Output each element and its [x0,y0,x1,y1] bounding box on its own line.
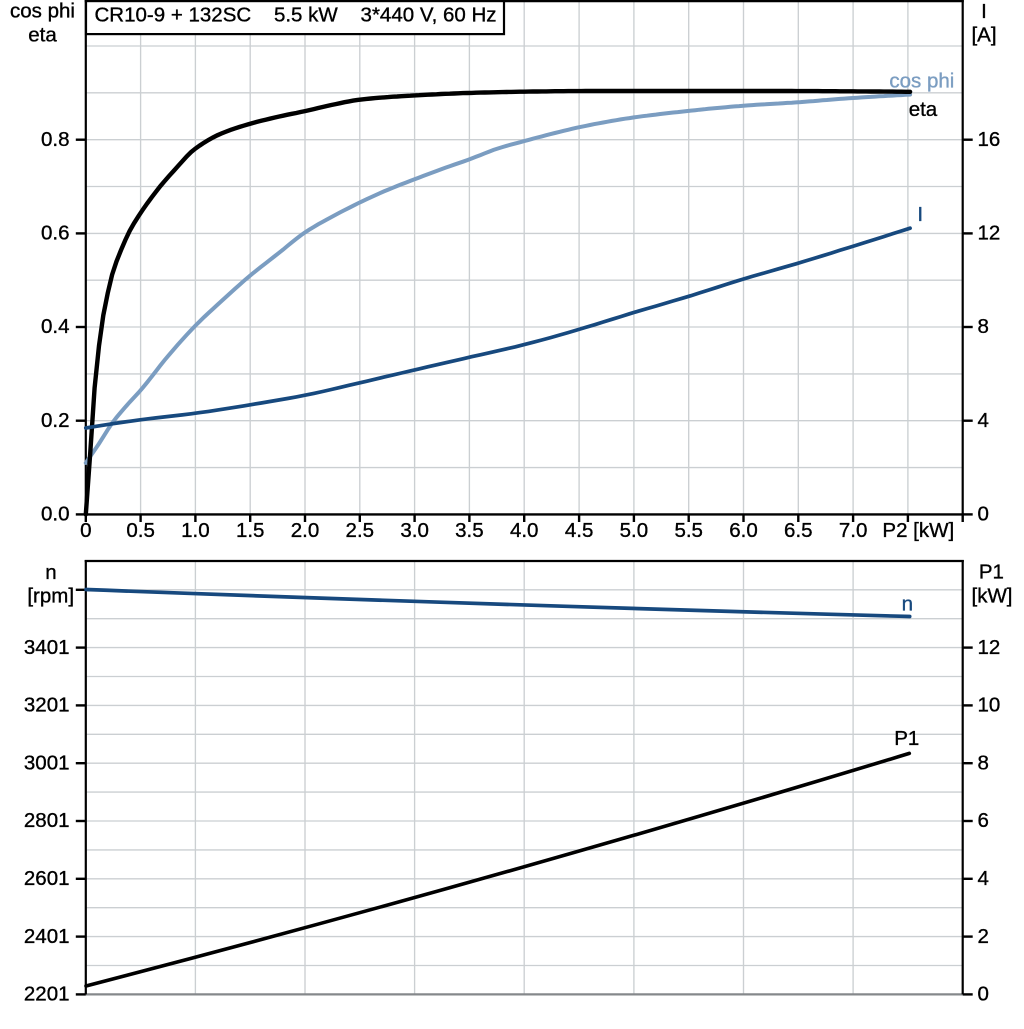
svg-text:2601: 2601 [24,867,70,890]
svg-text:[rpm]: [rpm] [27,585,74,608]
svg-text:eta: eta [28,24,57,47]
svg-text:4.5: 4.5 [565,519,594,542]
svg-text:cos phi: cos phi [889,69,954,92]
svg-text:0: 0 [80,519,91,542]
svg-text:[A]: [A] [971,24,996,47]
svg-text:eta: eta [909,98,938,121]
svg-text:1.0: 1.0 [181,519,210,542]
svg-text:0.2: 0.2 [41,409,70,432]
svg-text:8: 8 [978,751,989,774]
svg-text:I: I [917,203,923,226]
svg-text:16: 16 [978,128,1001,151]
svg-text:P1: P1 [894,727,919,750]
svg-text:0.5: 0.5 [126,519,155,542]
svg-text:7.0: 7.0 [839,519,868,542]
svg-text:2801: 2801 [24,809,70,832]
svg-text:0.0: 0.0 [41,503,70,526]
svg-text:5.0: 5.0 [620,519,649,542]
svg-text:P1: P1 [979,561,1004,584]
svg-text:I: I [981,0,987,23]
svg-text:2201: 2201 [24,983,70,1006]
svg-text:2.5: 2.5 [346,519,375,542]
svg-text:3401: 3401 [24,636,70,659]
svg-text:0: 0 [978,983,989,1006]
svg-text:4: 4 [978,867,989,890]
svg-text:2.0: 2.0 [291,519,320,542]
svg-text:6: 6 [978,809,989,832]
svg-text:6.0: 6.0 [729,519,758,542]
svg-text:12: 12 [978,222,1001,245]
svg-text:5.5: 5.5 [674,519,703,542]
svg-text:3001: 3001 [24,751,70,774]
svg-text:0.4: 0.4 [41,315,70,338]
svg-text:12: 12 [978,636,1001,659]
svg-text:2: 2 [978,925,989,948]
svg-text:n: n [45,561,56,584]
svg-text:4: 4 [978,409,989,432]
svg-text:1.5: 1.5 [236,519,265,542]
svg-text:10: 10 [978,694,1001,717]
svg-text:2401: 2401 [24,925,70,948]
svg-text:0.6: 0.6 [41,222,70,245]
svg-text:n: n [902,593,913,616]
svg-text:8: 8 [978,315,989,338]
svg-text:P2 [kW]: P2 [kW] [882,519,954,542]
svg-text:3201: 3201 [24,694,70,717]
svg-text:CR10-9 + 132SC 5.5 kW 3*: CR10-9 + 132SC 5.5 kW 3*440 V, 60 Hz [95,4,497,27]
svg-text:3.5: 3.5 [455,519,484,542]
svg-text:0.8: 0.8 [41,128,70,151]
svg-text:cos phi: cos phi [10,0,75,23]
svg-text:3.0: 3.0 [400,519,429,542]
svg-text:4.0: 4.0 [510,519,539,542]
svg-text:[kW]: [kW] [972,585,1013,608]
svg-text:6.5: 6.5 [784,519,813,542]
svg-text:0: 0 [978,503,989,526]
